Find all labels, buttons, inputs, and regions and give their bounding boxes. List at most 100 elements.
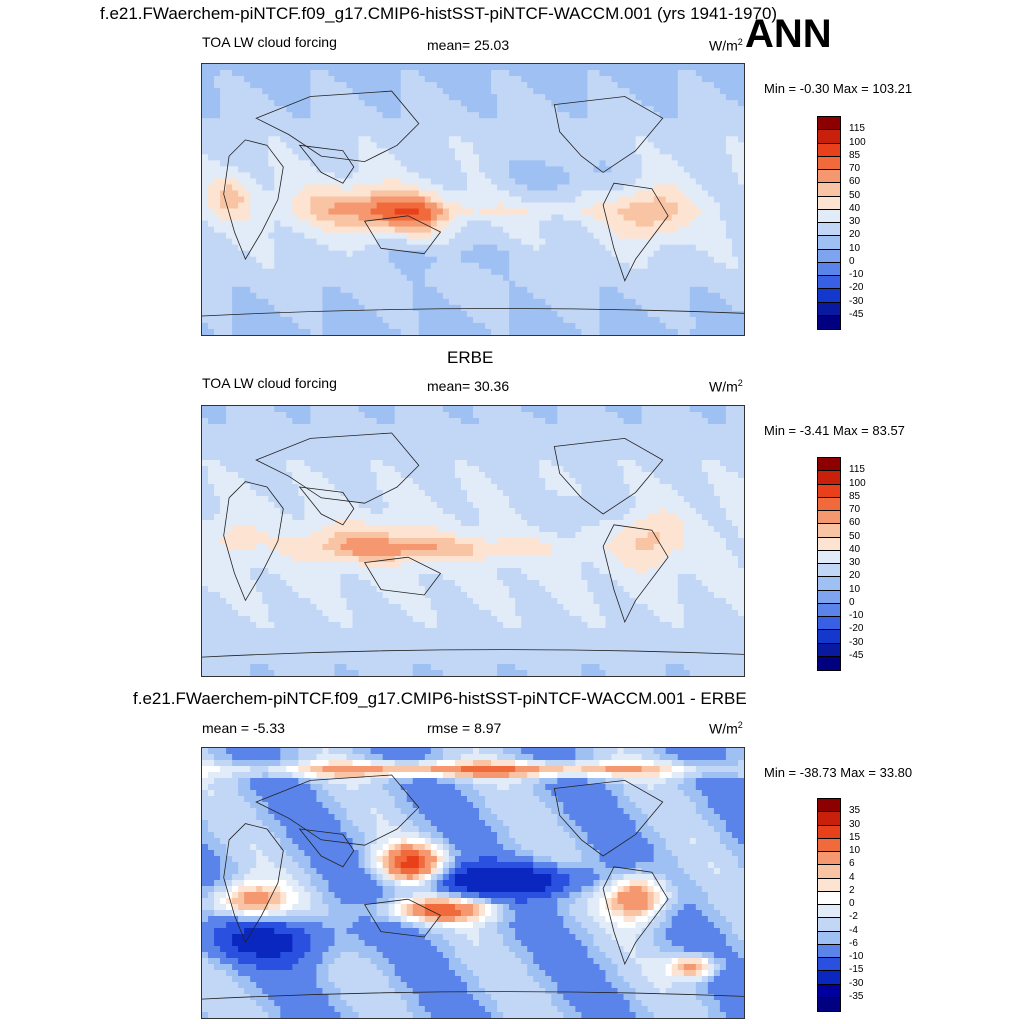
erbe-cell <box>623 430 631 437</box>
model-cell <box>503 226 510 234</box>
model-cell <box>695 106 703 113</box>
colorbar-segment <box>818 196 840 210</box>
model-cell <box>268 322 275 330</box>
model-cell <box>382 172 390 179</box>
model-cell <box>725 88 733 95</box>
model-cell <box>731 82 739 89</box>
model-cell <box>713 214 721 222</box>
model-cell <box>304 256 311 264</box>
model-cell <box>370 268 378 276</box>
model-cell <box>521 196 528 204</box>
model-cell <box>376 70 384 77</box>
erbe-cell <box>250 418 257 425</box>
model-cell <box>400 160 408 167</box>
erbe-cell <box>653 406 661 413</box>
model-cell <box>232 304 239 312</box>
model-cell <box>424 94 432 101</box>
erbe-cell <box>557 436 564 443</box>
model-cell <box>509 166 516 173</box>
model-cell <box>280 256 287 264</box>
model-cell <box>334 124 342 131</box>
model-cell <box>430 172 438 179</box>
model-cell <box>358 232 366 240</box>
model-cell <box>448 202 456 210</box>
model-cell <box>430 88 438 95</box>
model-cell <box>454 178 462 185</box>
model-cell <box>575 316 582 324</box>
model-cell <box>268 106 275 113</box>
model-cell <box>376 76 384 83</box>
model-cell <box>527 304 534 312</box>
model-cell <box>220 214 227 222</box>
model-cell <box>202 214 209 222</box>
erbe-cell <box>388 442 396 449</box>
model-cell <box>653 88 661 95</box>
model-cell <box>454 322 462 330</box>
model-cell <box>713 292 721 300</box>
model-cell <box>214 256 221 264</box>
model-cell <box>521 208 528 216</box>
model-cell <box>635 226 643 234</box>
model-cell <box>497 238 504 246</box>
model-cell <box>286 280 293 288</box>
erbe-cell <box>665 442 673 449</box>
model-cell <box>563 124 570 131</box>
model-cell <box>551 250 558 258</box>
erbe-cell <box>202 424 209 431</box>
model-cell <box>575 148 582 155</box>
model-cell <box>497 154 504 161</box>
model-cell <box>232 208 239 216</box>
model-cell <box>707 178 715 185</box>
model-cell <box>731 226 739 234</box>
model-cell <box>665 310 673 318</box>
model-cell <box>436 154 444 161</box>
model-cell <box>605 292 613 300</box>
model-cell <box>611 250 619 258</box>
model-cell <box>521 100 528 107</box>
model-cell <box>376 136 384 143</box>
model-cell <box>545 304 552 312</box>
model-cell <box>364 166 372 173</box>
model-cell <box>436 274 444 282</box>
model-cell <box>364 196 372 204</box>
model-cell <box>340 202 348 210</box>
model-cell <box>358 256 366 264</box>
model-cell <box>671 136 679 143</box>
model-cell <box>364 238 372 246</box>
model-cell <box>563 274 570 282</box>
model-cell <box>491 256 498 264</box>
model-cell <box>436 304 444 312</box>
model-cell <box>328 304 335 312</box>
model-cell <box>659 148 667 155</box>
model-cell <box>581 172 588 179</box>
model-cell <box>250 286 257 294</box>
model-cell <box>473 178 480 185</box>
model-cell <box>599 244 606 252</box>
model-cell <box>707 118 715 125</box>
erbe-cell <box>701 424 709 431</box>
model-cell <box>382 100 390 107</box>
erbe-cell <box>731 460 739 467</box>
model-cell <box>635 244 643 252</box>
model-cell <box>202 142 209 149</box>
model-cell <box>605 82 613 89</box>
erbe-cell <box>695 430 703 437</box>
model-cell <box>292 94 299 101</box>
model-cell <box>593 244 600 252</box>
model-cell <box>346 316 354 324</box>
model-cell <box>707 328 715 335</box>
model-cell <box>641 292 649 300</box>
model-cell <box>557 154 564 161</box>
erbe-cell <box>454 406 462 413</box>
erbe-cell <box>424 436 432 443</box>
model-cell <box>491 64 498 71</box>
erbe-cell <box>238 460 245 467</box>
model-cell <box>298 322 305 330</box>
model-cell <box>719 316 727 324</box>
erbe-cell <box>521 436 528 443</box>
model-cell <box>545 184 552 191</box>
model-cell <box>659 226 667 234</box>
erbe-cell <box>310 430 317 437</box>
model-cell <box>509 190 516 197</box>
model-cell <box>581 238 588 246</box>
